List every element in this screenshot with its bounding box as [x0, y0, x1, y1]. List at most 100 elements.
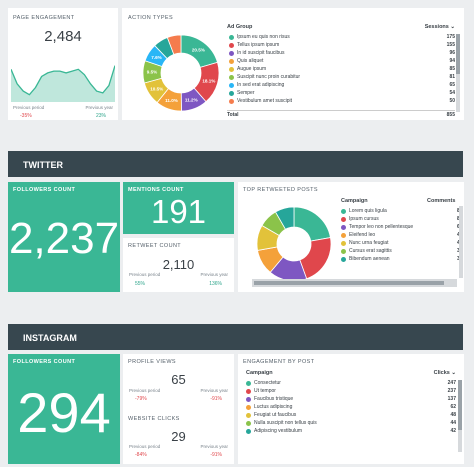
row-label: Feugiat ut faucibus — [254, 412, 297, 418]
row-label: Vestibulum amet suscipit — [237, 98, 293, 104]
top-retweeted-donut-chart — [256, 206, 332, 282]
table-row[interactable]: Ipsum eu quis non risus 175 — [227, 34, 455, 42]
row-value: 81 — [449, 74, 455, 80]
row-value: 3 — [457, 248, 460, 254]
table-row[interactable]: Vestibulum amet suscipit 50 — [227, 98, 455, 106]
row-value: 48 — [450, 412, 456, 418]
top-retweeted-table: Campaign Comments Lorem quis ligula8Ipsu… — [339, 198, 463, 262]
col-clicks[interactable]: Clicks ⌄ — [434, 370, 456, 376]
twitter-followers-label: FOLLOWERS COUNT — [13, 187, 76, 193]
prev-period-label: Previous period — [13, 105, 45, 110]
donut-slice-label: 7.6% — [151, 55, 161, 60]
legend-dot-icon — [341, 233, 346, 238]
website-period-change: -84% — [135, 452, 147, 458]
table-row[interactable]: Consectetur 247 — [244, 380, 456, 388]
row-value: 94 — [449, 58, 455, 64]
col-campaign: Campaign — [246, 370, 273, 376]
legend-dot-icon — [341, 217, 346, 222]
profile-year-change: -91% — [210, 396, 222, 402]
table-row[interactable]: Feugiat ut faucibus 48 — [244, 412, 456, 420]
table-row[interactable]: Semper 54 — [227, 90, 455, 98]
total-value: 855 — [446, 112, 455, 118]
table-row[interactable]: Nunc urna feugiat 4 — [339, 240, 463, 248]
row-value: 3 — [457, 256, 460, 262]
table-row[interactable]: Ipsum cursus 8 — [339, 216, 463, 224]
row-value: 50 — [449, 98, 455, 104]
table-row[interactable]: Luctus adipiscing 62 — [244, 404, 456, 412]
legend-dot-icon — [246, 421, 251, 426]
table-row[interactable]: Ut tempor 237 — [244, 388, 456, 396]
donut-slice[interactable] — [293, 206, 331, 242]
twitter-followers-value: 2,237 — [8, 214, 120, 263]
action-types-title: ACTION TYPES — [128, 15, 174, 21]
row-value: 4 — [457, 240, 460, 246]
table-row[interactable]: Augue ipsum 85 — [227, 66, 455, 74]
profile-prev-year-label: Previous year — [200, 388, 228, 393]
row-value: 65 — [449, 82, 455, 88]
donut-slice[interactable] — [166, 34, 182, 55]
retweet-prev-year-label: Previous year — [200, 272, 228, 277]
table-row[interactable]: Suscipit nunc proin curabitur 81 — [227, 74, 455, 82]
col-sessions[interactable]: Sessions ⌄ — [425, 24, 455, 30]
row-value: 42 — [450, 428, 456, 434]
donut-slice-label: 10.5% — [150, 86, 163, 91]
action-types-donut-chart: 20.5% 18.1% 11.2% 11.0% 10.5% 9.5% 7.6% — [142, 34, 220, 112]
instagram-followers-card: FOLLOWERS COUNT 294 — [8, 354, 120, 464]
table-row[interactable]: Bibendum aenean 3 — [339, 256, 463, 262]
row-label: Tempor leo non pellentesque — [349, 224, 414, 230]
table-row[interactable]: Adipiscing vestibulum 42 — [244, 428, 456, 436]
row-value: 155 — [446, 42, 455, 48]
row-label: Tellus ipsum ipsum — [237, 42, 280, 48]
row-value: 85 — [449, 66, 455, 72]
row-label: Ut tempor — [254, 388, 276, 394]
table-row[interactable]: Lorem quis ligula 8 — [339, 208, 463, 216]
donut-slice[interactable] — [274, 206, 295, 230]
donut-slice-label: 11.2% — [185, 98, 198, 103]
row-value: 175 — [446, 34, 455, 40]
website-year-change: -91% — [210, 452, 222, 458]
website-prev-period-label: Previous period — [129, 444, 161, 449]
row-label: Eleifend leo — [349, 232, 376, 238]
donut-slice-label: 9.5% — [147, 70, 157, 75]
row-label: Nunc urna feugiat — [349, 240, 389, 246]
col-sessions-label: Sessions — [424, 24, 449, 30]
legend-dot-icon — [229, 99, 234, 104]
retweet-year-change: 136% — [209, 281, 222, 287]
prev-year-label: Previous year — [85, 105, 113, 110]
engagement-by-post-card: ENGAGEMENT BY POST Campaign Clicks ⌄ Con… — [238, 354, 464, 464]
table-row[interactable]: Nulla suscipit non tellus quis 44 — [244, 420, 456, 428]
top-retweeted-vscroll[interactable] — [459, 206, 463, 278]
table-row[interactable]: Eleifend leo 4 — [339, 232, 463, 240]
row-value: 96 — [449, 50, 455, 56]
col-clicks-label: Clicks — [433, 370, 450, 376]
table-row[interactable]: In id suscipit faucibus 96 — [227, 50, 455, 58]
row-value: 44 — [450, 420, 456, 426]
twitter-retweet-card: RETWEET COUNT 2,110 Previous period Prev… — [123, 238, 234, 292]
website-clicks-label: WEBSITE CLICKS — [128, 416, 180, 422]
retweet-period-change: 55% — [135, 281, 146, 287]
table-row[interactable]: Tellus ipsum ipsum 155 — [227, 42, 455, 50]
row-label: Quis aliquet — [237, 58, 264, 64]
legend-dot-icon — [341, 241, 346, 246]
table-row[interactable]: Quis aliquet 94 — [227, 58, 455, 66]
prev-year-change: 23% — [95, 113, 106, 119]
row-value: 54 — [449, 90, 455, 96]
table-row[interactable]: Faucibus tristique 137 — [244, 396, 456, 404]
table-row[interactable]: In sed erat adipiscing 65 — [227, 82, 455, 90]
website-clicks-value: 29 — [171, 429, 186, 444]
legend-dot-icon — [246, 397, 251, 402]
row-value: 237 — [447, 388, 456, 394]
action-types-table: Ad Group Sessions ⌄ Ipsum eu quis non ri… — [227, 24, 455, 119]
table-row[interactable]: Tempor leo non pellentesque 6 — [339, 224, 463, 232]
top-retweeted-hscroll-thumb[interactable] — [254, 281, 444, 285]
legend-dot-icon — [229, 59, 234, 64]
action-types-scroll-thumb[interactable] — [456, 34, 460, 74]
twitter-retweet-label: RETWEET COUNT — [128, 243, 182, 249]
row-label: Faucibus tristique — [254, 396, 294, 402]
retweet-prev-period-label: Previous period — [129, 272, 161, 277]
engagement-scroll-thumb[interactable] — [458, 380, 462, 430]
table-row[interactable]: Cursus erat sagittis 3 — [339, 248, 463, 256]
legend-dot-icon — [341, 209, 346, 214]
col-ad-group: Ad Group — [227, 24, 253, 30]
legend-dot-icon — [341, 225, 346, 230]
